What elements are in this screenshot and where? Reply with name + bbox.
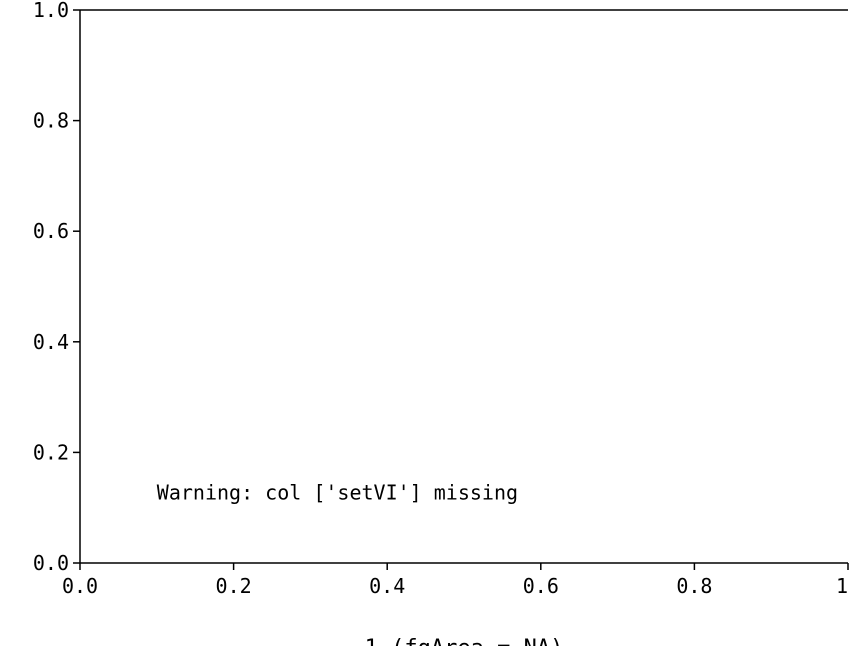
y-ticks: 0.0 0.2 0.4 0.6 0.8 1.0 <box>33 0 80 575</box>
y-tick-label: 0.6 <box>33 219 69 243</box>
axes <box>79 9 848 564</box>
x-axis-label: 1 (fgArea = NA) <box>365 636 564 646</box>
warning-annotation: Warning: col ['setVI'] missing <box>157 480 518 504</box>
y-tick-label: 1.0 <box>33 0 69 22</box>
x-tick-label: 0.6 <box>523 574 559 598</box>
x-ticks: 0.0 0.2 0.4 0.6 0.8 1 <box>62 563 849 598</box>
y-tick-label: 0.2 <box>33 440 69 464</box>
y-tick-label: 0.4 <box>33 330 69 354</box>
x-tick-label: 0.8 <box>676 574 712 598</box>
x-tick-label: 0.2 <box>216 574 252 598</box>
y-tick-label: 0.0 <box>33 551 69 575</box>
x-tick-label: 0.4 <box>369 574 405 598</box>
annotations: Warning: col ['setVI'] missing <box>157 480 518 504</box>
y-tick-label: 0.8 <box>33 109 69 133</box>
x-tick-label: 0.0 <box>62 574 98 598</box>
x-tick-label: 1 <box>836 574 848 598</box>
